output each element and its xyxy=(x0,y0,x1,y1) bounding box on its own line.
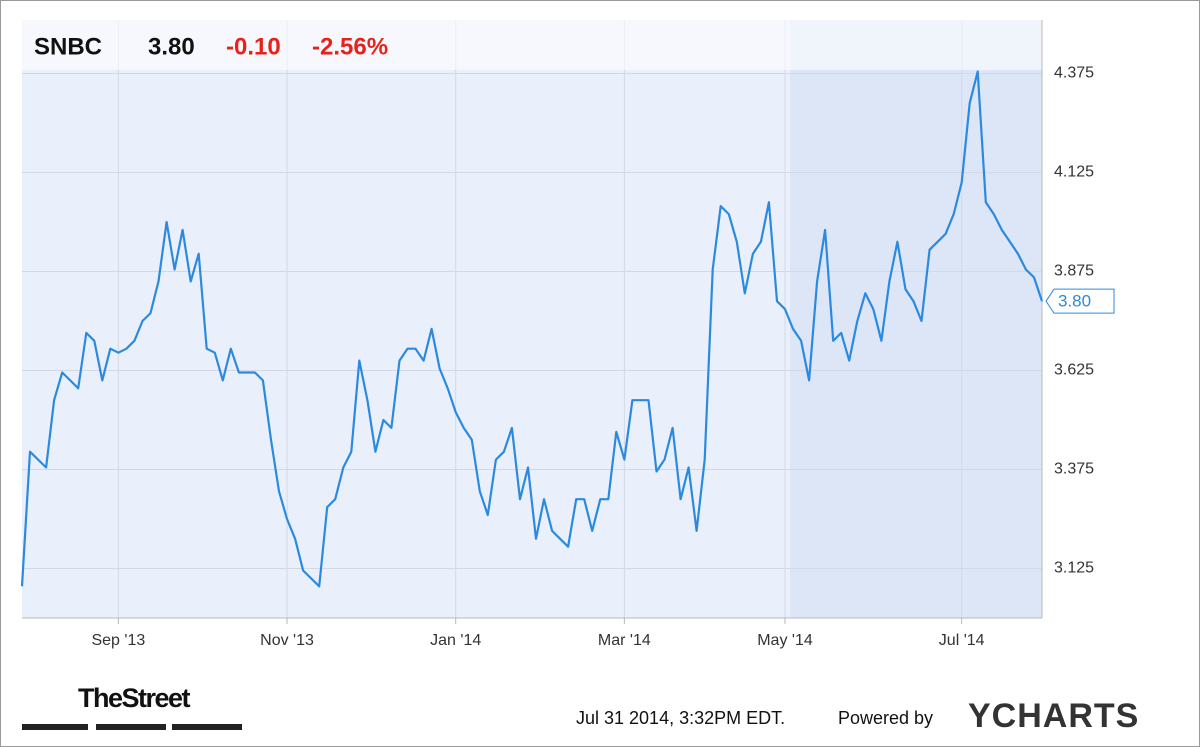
y-tick-label: 4.375 xyxy=(1054,65,1094,82)
logo-bar xyxy=(22,724,88,730)
change: -0.10 xyxy=(226,33,281,60)
change-pct: -2.56% xyxy=(312,33,388,60)
header-strip xyxy=(22,20,1042,70)
logo: TheStreet xyxy=(78,683,191,713)
timestamp: Jul 31 2014, 3:32PM EDT. xyxy=(576,708,785,728)
series xyxy=(20,70,1044,588)
x-tick-label: Jan '14 xyxy=(430,632,481,649)
last-price-text: 3.80 xyxy=(1058,292,1091,311)
powered-by: Powered by xyxy=(838,708,933,728)
logo-bar xyxy=(96,724,166,730)
x-tick-label: Sep '13 xyxy=(91,632,145,649)
x-tick-label: Mar '14 xyxy=(598,632,651,649)
y-tick-label: 4.125 xyxy=(1054,164,1094,181)
grid xyxy=(22,20,1042,618)
y-tick-label: 3.875 xyxy=(1054,263,1094,280)
price: 3.80 xyxy=(148,33,195,60)
last-price-label: 3.80 xyxy=(1045,288,1115,314)
x-tick-label: May '14 xyxy=(757,632,813,649)
price-line xyxy=(20,70,1044,588)
x-tick-label: Nov '13 xyxy=(260,632,314,649)
y-tick-label: 3.375 xyxy=(1054,461,1094,478)
ticker: SNBC xyxy=(34,33,102,60)
y-tick-label: 3.625 xyxy=(1054,362,1094,379)
plot-band xyxy=(790,20,1042,618)
last-price-box xyxy=(1045,288,1115,314)
brand: YCHARTS xyxy=(968,697,1139,735)
x-tick-label: Jul '14 xyxy=(939,632,985,649)
y-tick-label: 3.125 xyxy=(1054,560,1094,577)
logo-bar xyxy=(172,724,242,730)
